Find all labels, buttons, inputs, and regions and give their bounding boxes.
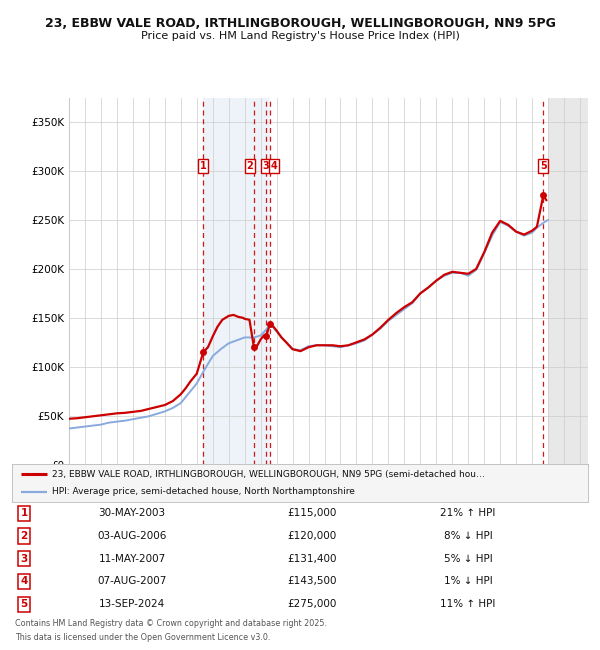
Text: £115,000: £115,000 <box>287 508 337 518</box>
Text: 5: 5 <box>540 161 547 171</box>
Text: 13-SEP-2024: 13-SEP-2024 <box>99 599 165 609</box>
Text: 4: 4 <box>271 161 277 171</box>
Bar <box>203 98 270 465</box>
Text: Price paid vs. HM Land Registry's House Price Index (HPI): Price paid vs. HM Land Registry's House … <box>140 31 460 41</box>
Text: 07-AUG-2007: 07-AUG-2007 <box>97 577 167 586</box>
Text: 1% ↓ HPI: 1% ↓ HPI <box>443 577 493 586</box>
Text: 3: 3 <box>263 161 269 171</box>
Text: 23, EBBW VALE ROAD, IRTHLINGBOROUGH, WELLINGBOROUGH, NN9 5PG (semi-detached hou…: 23, EBBW VALE ROAD, IRTHLINGBOROUGH, WEL… <box>52 470 485 479</box>
Text: 2: 2 <box>247 161 253 171</box>
Text: 11% ↑ HPI: 11% ↑ HPI <box>440 599 496 609</box>
Text: 1: 1 <box>20 508 28 518</box>
Text: HPI: Average price, semi-detached house, North Northamptonshire: HPI: Average price, semi-detached house,… <box>52 487 355 496</box>
Text: £131,400: £131,400 <box>287 554 337 564</box>
Text: £120,000: £120,000 <box>287 531 337 541</box>
Text: 5% ↓ HPI: 5% ↓ HPI <box>443 554 493 564</box>
Text: 21% ↑ HPI: 21% ↑ HPI <box>440 508 496 518</box>
Text: 30-MAY-2003: 30-MAY-2003 <box>98 508 166 518</box>
Text: 3: 3 <box>20 554 28 564</box>
Text: £143,500: £143,500 <box>287 577 337 586</box>
Text: 03-AUG-2006: 03-AUG-2006 <box>97 531 167 541</box>
Text: Contains HM Land Registry data © Crown copyright and database right 2025.: Contains HM Land Registry data © Crown c… <box>15 619 327 628</box>
Text: 8% ↓ HPI: 8% ↓ HPI <box>443 531 493 541</box>
Bar <box>548 98 588 465</box>
Text: 11-MAY-2007: 11-MAY-2007 <box>98 554 166 564</box>
Text: 5: 5 <box>20 599 28 609</box>
Text: 4: 4 <box>20 577 28 586</box>
Text: 1: 1 <box>200 161 206 171</box>
Text: 23, EBBW VALE ROAD, IRTHLINGBOROUGH, WELLINGBOROUGH, NN9 5PG: 23, EBBW VALE ROAD, IRTHLINGBOROUGH, WEL… <box>44 17 556 30</box>
Text: This data is licensed under the Open Government Licence v3.0.: This data is licensed under the Open Gov… <box>15 633 271 642</box>
Text: 2: 2 <box>20 531 28 541</box>
Text: £275,000: £275,000 <box>287 599 337 609</box>
